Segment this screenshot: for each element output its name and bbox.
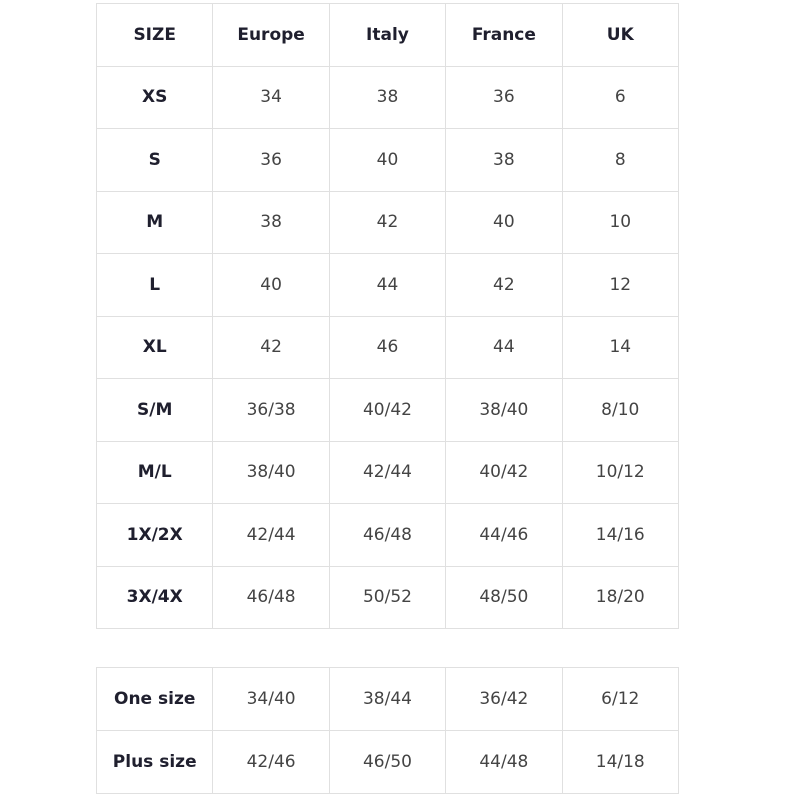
table-cell: 14/18 — [561, 730, 679, 794]
table-cell: 18/20 — [561, 565, 679, 629]
table-cell: 42/44 — [212, 503, 330, 567]
column-header: SIZE — [95, 3, 214, 67]
size-label: One size — [95, 667, 214, 731]
size-chart-table: SIZE Europe Italy France UK XS 34 38 36 6 S 36 40 38 8… — [95, 3, 679, 629]
table-cell: 44 — [445, 315, 563, 379]
table-cell: 46/50 — [328, 730, 447, 794]
table-cell: 40 — [445, 190, 563, 254]
table-cell: 38/40 — [445, 378, 563, 442]
size-label: M — [95, 190, 214, 254]
table-cell: 6 — [561, 65, 679, 129]
size-label: Plus size — [95, 730, 214, 794]
table-cell: 46/48 — [328, 503, 447, 567]
table-cell: 10 — [561, 190, 679, 254]
table-cell: 40 — [328, 128, 447, 192]
table-cell: 8/10 — [561, 378, 679, 442]
table-cell: 44/46 — [445, 503, 563, 567]
table-cell: 34 — [212, 65, 330, 129]
table-cell: 38 — [445, 128, 563, 192]
table-cell: 36/42 — [445, 667, 563, 731]
table-row: Plus size 42/46 46/50 44/48 14/18 — [95, 730, 679, 794]
table-cell: 40/42 — [328, 378, 447, 442]
table-cell: 38 — [212, 190, 330, 254]
table-cell: 38/40 — [212, 440, 330, 504]
table-row: 1X/2X 42/44 46/48 44/46 14/16 — [95, 503, 679, 567]
table-row: One size 34/40 38/44 36/42 6/12 — [95, 667, 679, 731]
size-label: S — [95, 128, 214, 192]
table-cell: 44/48 — [445, 730, 563, 794]
column-header: Europe — [212, 3, 330, 67]
table-cell: 42 — [445, 253, 563, 317]
table-cell: 36 — [445, 65, 563, 129]
header-row: SIZE Europe Italy France UK — [95, 3, 679, 67]
table-cell: 44 — [328, 253, 447, 317]
table-cell: 50/52 — [328, 565, 447, 629]
column-header: France — [445, 3, 563, 67]
table-cell: 12 — [561, 253, 679, 317]
table-cell: 46/48 — [212, 565, 330, 629]
table-row: XS 34 38 36 6 — [95, 65, 679, 129]
table-cell: 36 — [212, 128, 330, 192]
table-row: M/L 38/40 42/44 40/42 10/12 — [95, 440, 679, 504]
table-cell: 36/38 — [212, 378, 330, 442]
table-cell: 10/12 — [561, 440, 679, 504]
table-cell: 14 — [561, 315, 679, 379]
table-cell: 42 — [212, 315, 330, 379]
table-cell: 6/12 — [561, 667, 679, 731]
size-label: XS — [95, 65, 214, 129]
column-header: UK — [561, 3, 679, 67]
table-cell: 8 — [561, 128, 679, 192]
size-label: L — [95, 253, 214, 317]
table-row: S 36 40 38 8 — [95, 128, 679, 192]
table-cell: 40 — [212, 253, 330, 317]
table-cell: 14/16 — [561, 503, 679, 567]
table-cell: 38/44 — [328, 667, 447, 731]
table-cell: 42/46 — [212, 730, 330, 794]
size-label: 3X/4X — [95, 565, 214, 629]
table-cell: 40/42 — [445, 440, 563, 504]
size-label: S/M — [95, 378, 214, 442]
table-row: L 40 44 42 12 — [95, 253, 679, 317]
table-cell: 46 — [328, 315, 447, 379]
size-label: XL — [95, 315, 214, 379]
size-label: 1X/2X — [95, 503, 214, 567]
table-row: S/M 36/38 40/42 38/40 8/10 — [95, 378, 679, 442]
table-row: M 38 42 40 10 — [95, 190, 679, 254]
special-size-table: One size 34/40 38/44 36/42 6/12 Plus size 42/4… — [95, 667, 679, 794]
table-row: 3X/4X 46/48 50/52 48/50 18/20 — [95, 565, 679, 629]
size-label: M/L — [95, 440, 214, 504]
table-row: XL 42 46 44 14 — [95, 315, 679, 379]
table-cell: 34/40 — [212, 667, 330, 731]
table-cell: 42 — [328, 190, 447, 254]
table-cell: 48/50 — [445, 565, 563, 629]
table-cell: 38 — [328, 65, 447, 129]
table-cell: 42/44 — [328, 440, 447, 504]
column-header: Italy — [328, 3, 447, 67]
